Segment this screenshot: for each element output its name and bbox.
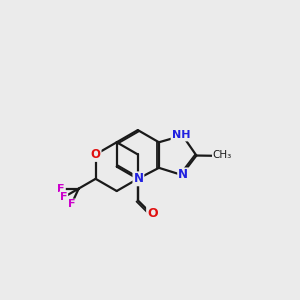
Text: O: O [147, 207, 158, 220]
Text: NH: NH [172, 130, 190, 140]
Text: O: O [91, 148, 100, 161]
Text: N: N [178, 168, 188, 182]
Text: F: F [68, 200, 75, 209]
Text: CH₃: CH₃ [213, 150, 232, 160]
Text: N: N [134, 172, 143, 185]
Text: F: F [57, 184, 65, 194]
Text: F: F [60, 192, 67, 203]
